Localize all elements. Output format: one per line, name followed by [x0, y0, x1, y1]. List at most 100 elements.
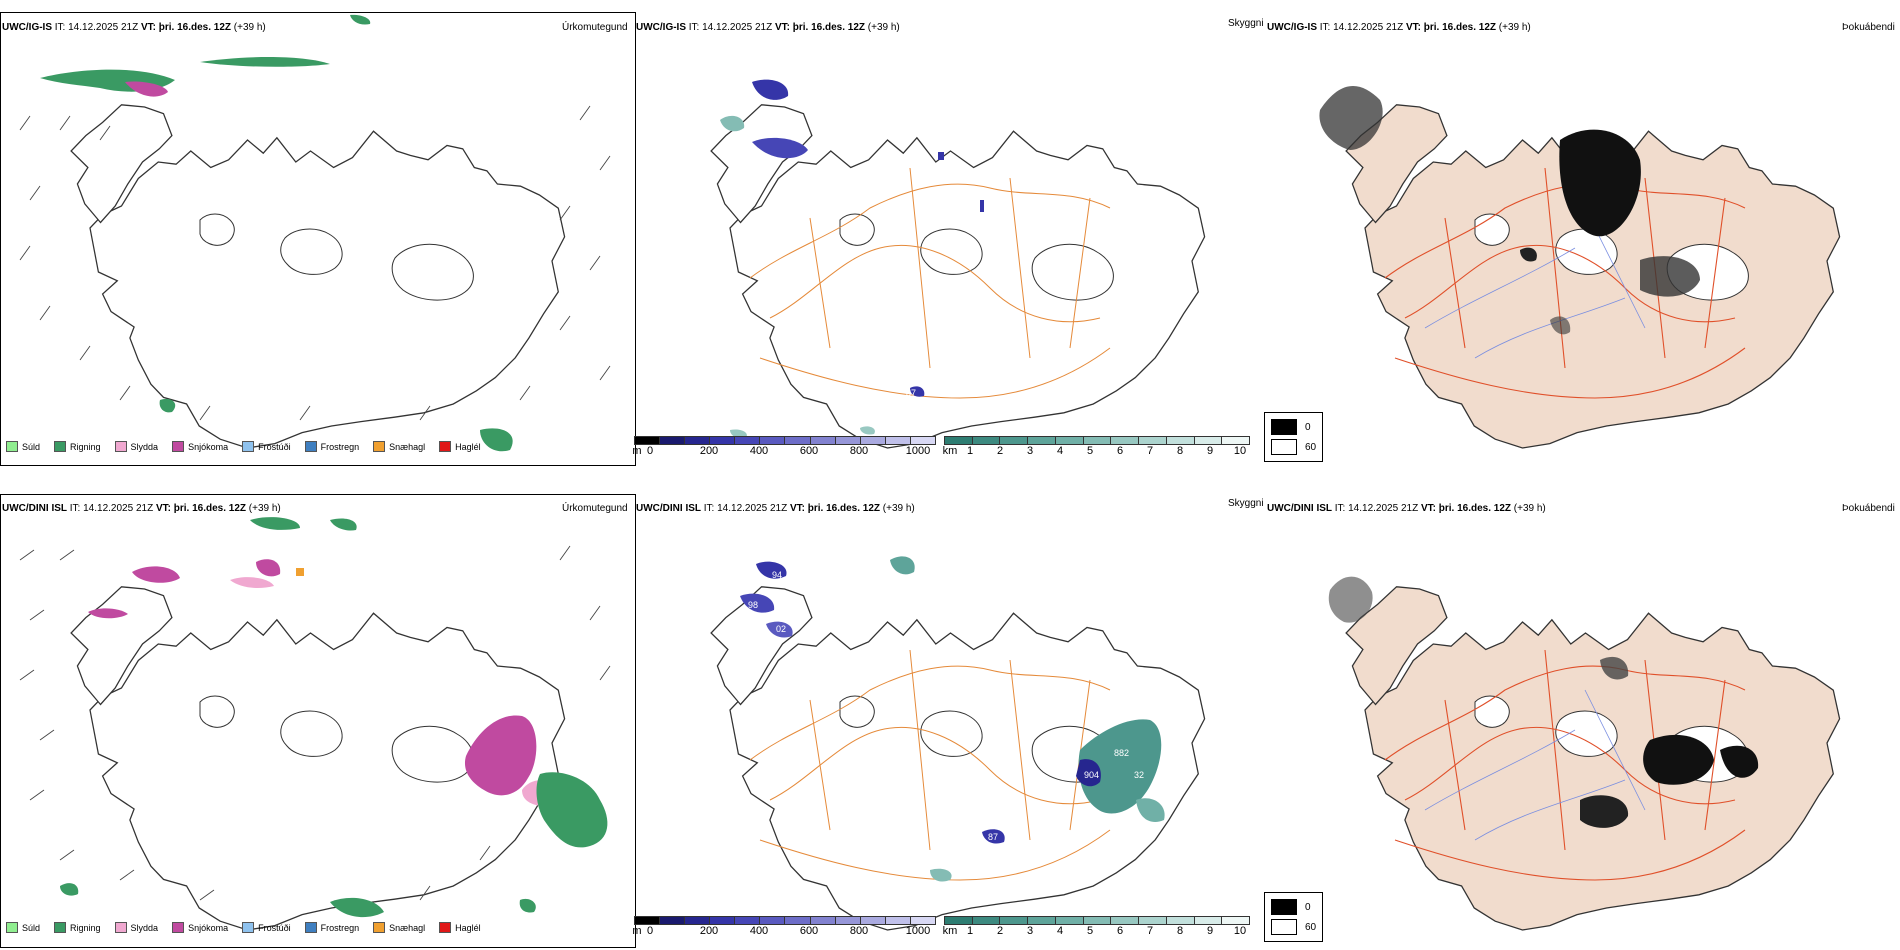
ceiling-color-step	[860, 917, 886, 924]
ceiling-color-step	[835, 437, 861, 444]
ceiling-color-step	[885, 917, 911, 924]
ceiling-color-step	[710, 437, 736, 444]
fog-legend-row: 0	[1271, 897, 1316, 917]
tick-label: 1	[966, 925, 974, 937]
visibility-colorbar-ticks: km 1 2 3 4 5 6 7 8 9 10	[942, 445, 1250, 457]
precip-areas-row0	[40, 14, 513, 452]
legend-item: Snæhagl	[373, 922, 425, 933]
visibility-color-step	[945, 917, 973, 924]
visibility-color-step	[1083, 917, 1112, 924]
visibility-color-step	[945, 437, 973, 444]
unit-label: m	[632, 925, 642, 937]
ceiling-label: 98	[748, 600, 758, 610]
unit-label: km	[942, 445, 958, 457]
precip-panel-igis	[0, 12, 636, 466]
panel-header: UWC/DINI ISL IT: 14.12.2025 21Z VT: þri.…	[2, 503, 281, 514]
fog-fields-row0	[1319, 86, 1700, 335]
legend-swatch	[304, 922, 317, 933]
legend-item: Frostregn	[304, 441, 359, 452]
fog-legend-row: 0	[1271, 417, 1316, 437]
ceiling-color-step	[785, 917, 811, 924]
visibility-color-step	[1055, 437, 1084, 444]
ceiling-color-step	[860, 437, 886, 444]
visibility-title: Skyggni	[1228, 498, 1264, 509]
tick-label: 800	[849, 445, 869, 457]
tick-label: 0	[646, 925, 654, 937]
ceiling-color-step	[685, 917, 711, 924]
legend-swatch	[439, 922, 452, 933]
ceiling-color-step	[660, 917, 686, 924]
tick-label: 3	[1026, 925, 1034, 937]
visibility-title: Skyggni	[1228, 18, 1264, 29]
visibility-color-step	[1028, 437, 1056, 444]
legend-swatch	[373, 922, 386, 933]
visibility-color-step	[1139, 917, 1167, 924]
fog-title: Þokuábendi	[1842, 22, 1895, 33]
legend-item: Haglél	[439, 441, 481, 452]
fog-legend: 0 60	[1264, 412, 1324, 462]
visibility-fields-row1	[740, 556, 1165, 882]
fog-legend-row: 60	[1271, 437, 1316, 457]
visibility-color-step	[1139, 437, 1167, 444]
fog-fields-row1	[1328, 576, 1759, 828]
tick-label: 600	[799, 925, 819, 937]
fog-legend-row: 60	[1271, 917, 1316, 937]
tick-label: 10	[1233, 925, 1247, 937]
visibility-color-step	[1111, 437, 1140, 444]
tick-label: 2	[996, 445, 1004, 457]
ceiling-colorbar-ticks: m 0 200 400 600 800 1000	[632, 925, 936, 937]
visibility-color-step	[1222, 437, 1250, 444]
legend-swatch	[54, 922, 67, 933]
ceiling-color-step	[660, 437, 686, 444]
legend-swatch	[172, 922, 185, 933]
visibility-color-step	[1028, 917, 1056, 924]
tick-label: 8	[1176, 925, 1184, 937]
legend-swatch	[6, 441, 18, 452]
tick-label: 1000	[905, 925, 931, 937]
precip-type-title: Úrkomutegund	[562, 22, 628, 33]
legend-swatch	[1271, 899, 1297, 915]
tick-label: 8	[1176, 445, 1184, 457]
visibility-colorbar-track	[944, 436, 1250, 445]
legend-swatch	[1271, 419, 1297, 435]
ceiling-color-step	[685, 437, 711, 444]
ceiling-colorbar-ticks: m 0 200 400 600 800 1000	[632, 445, 936, 457]
ceiling-color-step	[735, 437, 761, 444]
legend-item: Snjókoma	[172, 922, 228, 933]
tick-label: 600	[799, 445, 819, 457]
precip-legend: Súld Rigning Slydda Snjókoma Frostúði Fr…	[6, 922, 495, 933]
legend-item: Snæhagl	[373, 441, 425, 452]
tick-label: 4	[1056, 925, 1064, 937]
tick-label: 3	[1026, 445, 1034, 457]
tick-label: 4	[1056, 445, 1064, 457]
legend-item: Frostúði	[242, 922, 291, 933]
ceiling-color-step	[760, 917, 786, 924]
legend-swatch	[1271, 439, 1297, 455]
ceiling-label: 32	[1134, 770, 1144, 780]
visibility-color-step	[1083, 437, 1112, 444]
precip-panel-dini	[0, 494, 636, 948]
ceiling-color-step	[910, 437, 935, 444]
ceiling-color-step	[635, 917, 661, 924]
visibility-map-row0	[710, 104, 1206, 449]
unit-label: km	[942, 925, 958, 937]
tick-label: 9	[1206, 445, 1214, 457]
legend-swatch	[304, 441, 317, 452]
visibility-colorbar: km 1 2 3 4 5 6 7 8 9 10	[942, 436, 1250, 457]
ceiling-label: 87	[906, 388, 916, 398]
precip-legend: Súld Rigning Slydda Snjókoma Frostúði Fr…	[6, 441, 495, 452]
tick-label: 800	[849, 925, 869, 937]
legend-swatch	[6, 922, 18, 933]
panel-header: UWC/IG-IS IT: 14.12.2025 21Z VT: þri. 16…	[2, 22, 266, 33]
tick-label: 6	[1116, 925, 1124, 937]
ceiling-label: 904	[1084, 770, 1099, 780]
visibility-color-step	[1194, 437, 1223, 444]
legend-item: Súld	[6, 922, 40, 933]
visibility-color-step	[1111, 917, 1140, 924]
legend-swatch	[54, 441, 67, 452]
legend-swatch	[114, 922, 127, 933]
ceiling-color-step	[885, 437, 911, 444]
fog-title: Þokuábendi	[1842, 503, 1895, 514]
visibility-fields-row0	[720, 79, 984, 439]
